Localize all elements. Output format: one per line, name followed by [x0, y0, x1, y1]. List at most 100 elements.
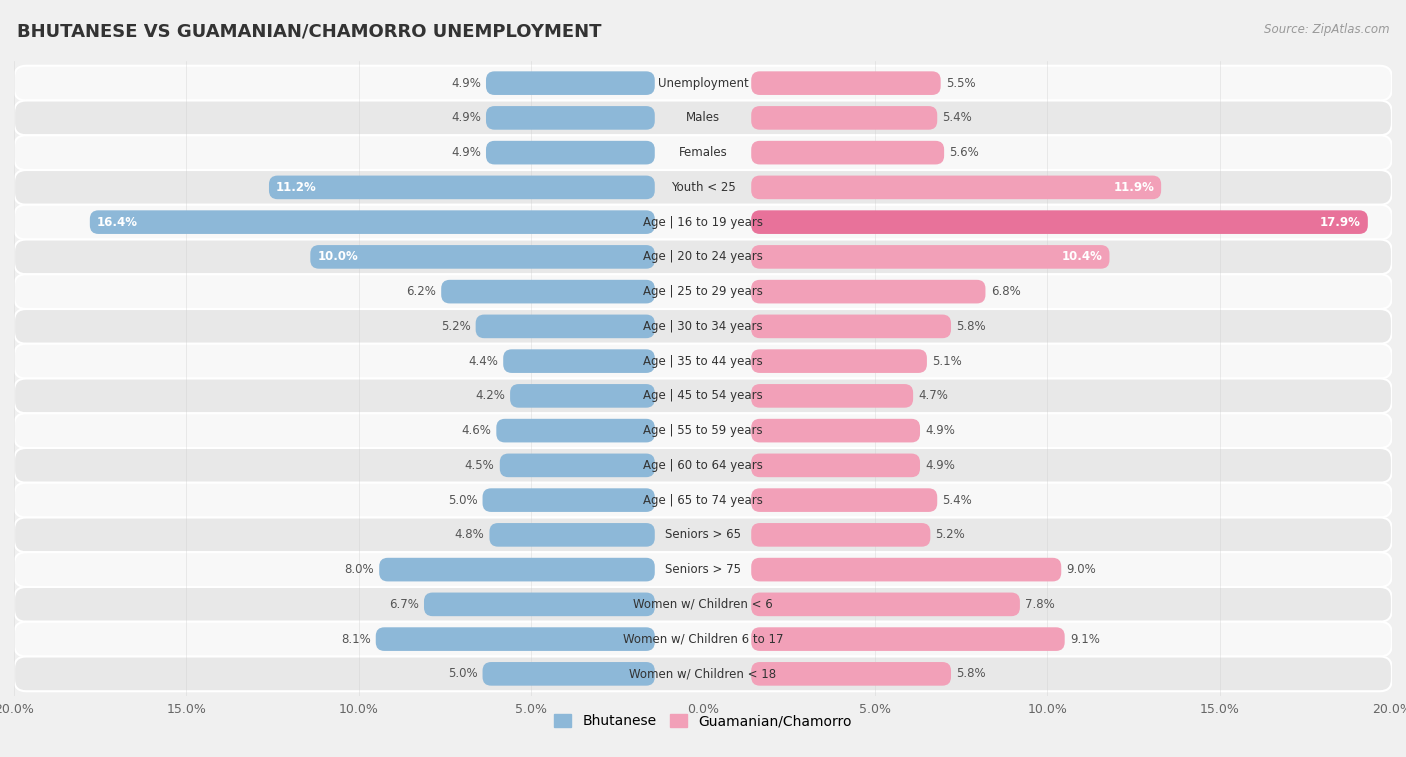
Text: 5.4%: 5.4% [942, 111, 972, 124]
FancyBboxPatch shape [751, 176, 1161, 199]
Text: 4.9%: 4.9% [925, 459, 955, 472]
Text: 6.2%: 6.2% [406, 285, 436, 298]
FancyBboxPatch shape [14, 448, 1392, 483]
FancyBboxPatch shape [14, 101, 1392, 136]
FancyBboxPatch shape [14, 170, 1392, 204]
FancyBboxPatch shape [14, 518, 1392, 553]
Text: 4.9%: 4.9% [451, 111, 481, 124]
FancyBboxPatch shape [499, 453, 655, 477]
FancyBboxPatch shape [375, 628, 655, 651]
FancyBboxPatch shape [751, 662, 950, 686]
Text: 10.0%: 10.0% [318, 251, 359, 263]
Text: Age | 60 to 64 years: Age | 60 to 64 years [643, 459, 763, 472]
Text: 5.1%: 5.1% [932, 354, 962, 368]
Text: Unemployment: Unemployment [658, 76, 748, 89]
FancyBboxPatch shape [14, 587, 1392, 621]
Text: 4.9%: 4.9% [451, 76, 481, 89]
FancyBboxPatch shape [751, 558, 1062, 581]
Text: Seniors > 75: Seniors > 75 [665, 563, 741, 576]
Text: BHUTANESE VS GUAMANIAN/CHAMORRO UNEMPLOYMENT: BHUTANESE VS GUAMANIAN/CHAMORRO UNEMPLOY… [17, 23, 602, 41]
FancyBboxPatch shape [14, 344, 1392, 378]
FancyBboxPatch shape [751, 523, 931, 547]
Text: 5.2%: 5.2% [440, 320, 471, 333]
Text: 5.8%: 5.8% [956, 320, 986, 333]
FancyBboxPatch shape [751, 419, 920, 442]
FancyBboxPatch shape [503, 349, 655, 373]
FancyBboxPatch shape [751, 210, 1368, 234]
Text: Age | 20 to 24 years: Age | 20 to 24 years [643, 251, 763, 263]
FancyBboxPatch shape [425, 593, 655, 616]
Text: 6.7%: 6.7% [389, 598, 419, 611]
Text: 6.8%: 6.8% [991, 285, 1021, 298]
Text: Age | 35 to 44 years: Age | 35 to 44 years [643, 354, 763, 368]
Text: 4.2%: 4.2% [475, 389, 505, 403]
FancyBboxPatch shape [751, 628, 1064, 651]
FancyBboxPatch shape [751, 488, 938, 512]
FancyBboxPatch shape [751, 593, 1019, 616]
Text: Women w/ Children < 18: Women w/ Children < 18 [630, 668, 776, 681]
Text: Age | 25 to 29 years: Age | 25 to 29 years [643, 285, 763, 298]
FancyBboxPatch shape [486, 141, 655, 164]
Text: 8.1%: 8.1% [340, 633, 371, 646]
Text: 5.0%: 5.0% [447, 668, 478, 681]
Text: 8.0%: 8.0% [344, 563, 374, 576]
FancyBboxPatch shape [14, 309, 1392, 344]
Text: Males: Males [686, 111, 720, 124]
Text: 7.8%: 7.8% [1025, 598, 1054, 611]
Text: 4.6%: 4.6% [461, 424, 491, 437]
Text: 5.0%: 5.0% [447, 494, 478, 506]
FancyBboxPatch shape [489, 523, 655, 547]
FancyBboxPatch shape [751, 71, 941, 95]
FancyBboxPatch shape [14, 553, 1392, 587]
Text: 9.0%: 9.0% [1066, 563, 1097, 576]
Text: 5.6%: 5.6% [949, 146, 979, 159]
FancyBboxPatch shape [751, 384, 912, 408]
FancyBboxPatch shape [751, 453, 920, 477]
FancyBboxPatch shape [14, 239, 1392, 274]
Text: 4.4%: 4.4% [468, 354, 498, 368]
FancyBboxPatch shape [751, 245, 1109, 269]
FancyBboxPatch shape [380, 558, 655, 581]
FancyBboxPatch shape [751, 106, 938, 129]
FancyBboxPatch shape [475, 315, 655, 338]
FancyBboxPatch shape [14, 413, 1392, 448]
FancyBboxPatch shape [486, 106, 655, 129]
FancyBboxPatch shape [486, 71, 655, 95]
Text: 11.2%: 11.2% [276, 181, 316, 194]
Text: 11.9%: 11.9% [1114, 181, 1154, 194]
FancyBboxPatch shape [496, 419, 655, 442]
Text: 5.5%: 5.5% [946, 76, 976, 89]
Text: 16.4%: 16.4% [97, 216, 138, 229]
Text: Age | 55 to 59 years: Age | 55 to 59 years [643, 424, 763, 437]
Text: 5.8%: 5.8% [956, 668, 986, 681]
Text: 4.7%: 4.7% [918, 389, 948, 403]
Text: Youth < 25: Youth < 25 [671, 181, 735, 194]
FancyBboxPatch shape [482, 662, 655, 686]
Text: 4.9%: 4.9% [451, 146, 481, 159]
Text: Women w/ Children < 6: Women w/ Children < 6 [633, 598, 773, 611]
FancyBboxPatch shape [90, 210, 655, 234]
FancyBboxPatch shape [14, 204, 1392, 239]
Text: 4.8%: 4.8% [454, 528, 484, 541]
Text: 4.5%: 4.5% [465, 459, 495, 472]
FancyBboxPatch shape [14, 656, 1392, 691]
FancyBboxPatch shape [14, 483, 1392, 518]
Text: Females: Females [679, 146, 727, 159]
FancyBboxPatch shape [14, 66, 1392, 101]
FancyBboxPatch shape [14, 621, 1392, 656]
Text: Age | 30 to 34 years: Age | 30 to 34 years [643, 320, 763, 333]
Text: Seniors > 65: Seniors > 65 [665, 528, 741, 541]
Text: 10.4%: 10.4% [1062, 251, 1102, 263]
FancyBboxPatch shape [751, 315, 950, 338]
Legend: Bhutanese, Guamanian/Chamorro: Bhutanese, Guamanian/Chamorro [548, 709, 858, 734]
FancyBboxPatch shape [14, 378, 1392, 413]
Text: Age | 16 to 19 years: Age | 16 to 19 years [643, 216, 763, 229]
Text: Age | 45 to 54 years: Age | 45 to 54 years [643, 389, 763, 403]
FancyBboxPatch shape [482, 488, 655, 512]
Text: 4.9%: 4.9% [925, 424, 955, 437]
FancyBboxPatch shape [751, 141, 945, 164]
Text: 5.2%: 5.2% [935, 528, 966, 541]
FancyBboxPatch shape [14, 136, 1392, 170]
FancyBboxPatch shape [751, 280, 986, 304]
FancyBboxPatch shape [751, 349, 927, 373]
